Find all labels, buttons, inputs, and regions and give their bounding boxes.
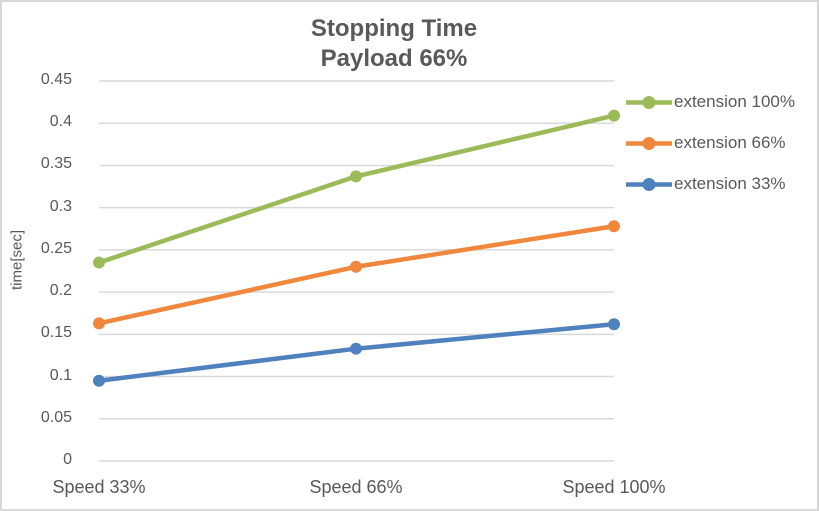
chart-title-line1: Stopping Time <box>310 15 478 42</box>
x-category-label: Speed 100% <box>562 477 666 497</box>
y-tick-label: 0.45 <box>40 71 72 88</box>
y-tick-label: 0.15 <box>40 324 72 342</box>
chart-title-line2: Payload 66% <box>320 45 468 72</box>
data-point <box>350 342 362 355</box>
x-category-label: Speed 66% <box>309 477 403 497</box>
data-point <box>350 170 362 183</box>
y-tick-label: 0.05 <box>40 408 72 426</box>
data-point <box>608 109 620 122</box>
y-tick-label: 0.35 <box>40 155 72 173</box>
legend-label: extension 33% <box>674 174 786 193</box>
legend-line-marker-icon <box>626 95 672 109</box>
data-point <box>608 220 620 233</box>
legend-label: extension 100% <box>674 92 795 111</box>
y-tick-label: 0.3 <box>49 197 72 215</box>
legend-item: extension 100% <box>626 91 795 113</box>
chart-title: Stopping Time Payload 66% <box>94 14 694 74</box>
legend-item: extension 66% <box>626 132 786 154</box>
legend-line-marker-icon <box>626 136 672 150</box>
x-category-label: Speed 33% <box>52 477 146 497</box>
legend-item: extension 33% <box>626 173 786 195</box>
data-point <box>350 260 362 273</box>
y-tick-label: 0.4 <box>49 113 72 131</box>
y-tick-label: 0.2 <box>49 282 72 300</box>
y-tick-label: 0 <box>63 451 72 468</box>
data-point <box>608 318 620 331</box>
data-point <box>93 256 105 269</box>
data-point <box>93 317 105 330</box>
legend-label: extension 66% <box>674 133 786 152</box>
y-tick-label: 0.1 <box>49 366 72 384</box>
y-tick-label: 0.25 <box>40 239 72 257</box>
legend-line-marker-icon <box>626 177 672 191</box>
series-line-extension-66- <box>96 223 617 326</box>
data-point <box>93 374 105 387</box>
